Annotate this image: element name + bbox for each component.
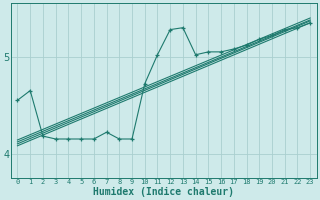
X-axis label: Humidex (Indice chaleur): Humidex (Indice chaleur) [93, 186, 234, 197]
